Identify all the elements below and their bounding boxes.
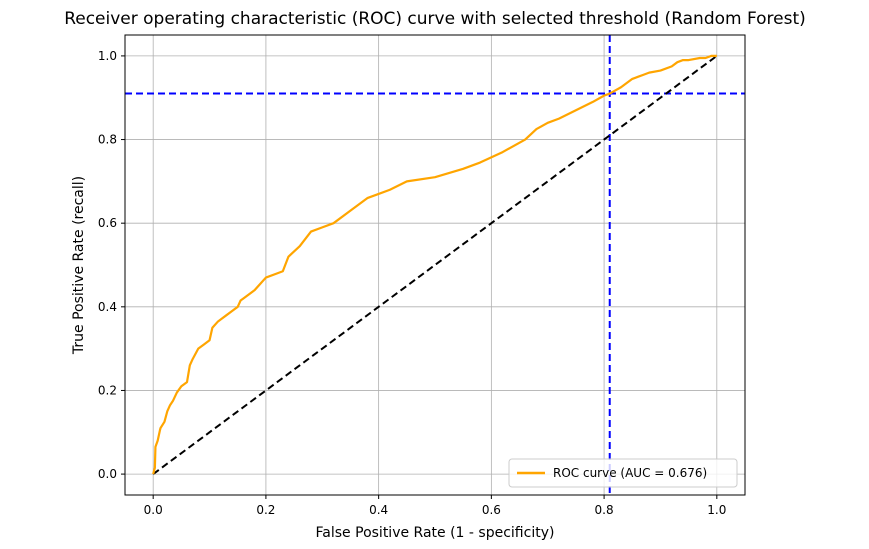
legend: ROC curve (AUC = 0.676): [508, 458, 738, 488]
x-tick-label: 0.0: [144, 503, 163, 517]
x-tick-label: 0.2: [256, 503, 275, 517]
y-tick-label: 1.0: [98, 49, 117, 63]
series: [152, 54, 718, 475]
x-tick-label: 1.0: [707, 503, 726, 517]
legend-box: [508, 458, 738, 488]
y-tick-label: 0.4: [98, 300, 117, 314]
x-axis-label: False Positive Rate (1 - specificity): [316, 525, 555, 541]
x-tick-label: 0.6: [482, 503, 501, 517]
x-tick-label: 0.4: [369, 503, 388, 517]
y-tick-label: 0.0: [98, 467, 117, 481]
reference-lines: [125, 35, 745, 495]
y-tick-label: 0.6: [98, 216, 117, 230]
chance-diagonal-line: [152, 55, 718, 475]
x-tick-label: 0.8: [595, 503, 614, 517]
ticks: 0.0 0.2 0.4 0.6 0.8 1.0 0.0 0.2 0.4 0.6 0.8 1.0: [98, 49, 726, 517]
y-tick-label: 0.2: [98, 383, 117, 397]
y-axis-label: True Positive Rate (recall): [71, 176, 87, 355]
chart-title: Receiver operating characteristic (ROC) …: [64, 9, 806, 29]
legend-label-roc-curve: ROC curve (AUC = 0.676): [553, 466, 707, 480]
grid: [125, 35, 745, 495]
y-tick-label: 0.8: [98, 133, 117, 147]
roc-curve-line: [152, 54, 717, 475]
plot-frame: [124, 34, 746, 496]
